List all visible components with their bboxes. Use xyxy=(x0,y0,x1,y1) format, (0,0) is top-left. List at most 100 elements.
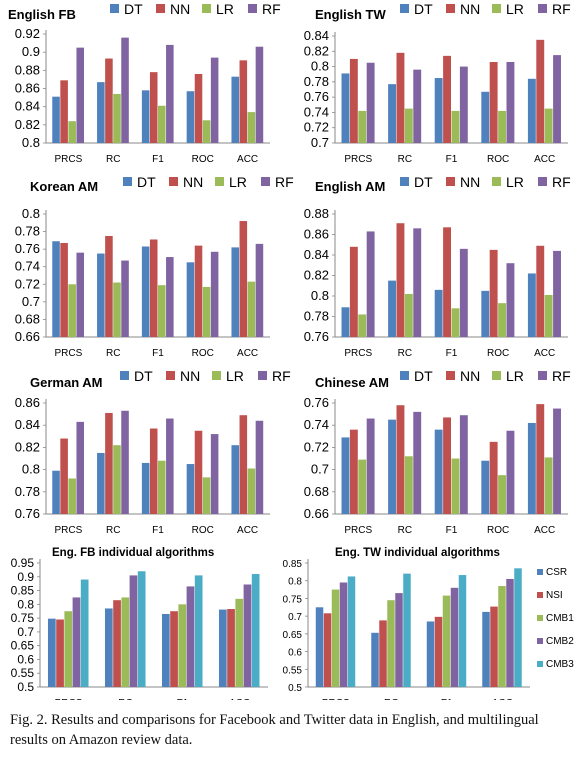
bar-nn xyxy=(194,430,203,514)
y-tick-label: 0.86 xyxy=(15,395,40,410)
y-tick-label: 0.8 xyxy=(311,59,329,74)
chart-5: German AM 0.76 0.78 0.8 0.82 0.84 0.86 PRCS RC F1… xyxy=(15,368,291,536)
bar-rf xyxy=(121,410,129,514)
x-tick-label: PRCS xyxy=(55,154,83,165)
chart-title: English TW xyxy=(315,7,387,22)
y-tick-label: 0.76 xyxy=(304,395,329,410)
bar-dt xyxy=(388,84,397,143)
y-tick-label: 0.6 xyxy=(288,648,302,659)
legend-label: NN xyxy=(180,368,200,384)
legend-label: RF xyxy=(552,1,571,17)
legend-label: RF xyxy=(552,174,571,190)
bar-cmb3 xyxy=(347,576,356,687)
legend-swatch xyxy=(212,371,221,380)
legend-label: LR xyxy=(216,1,234,17)
bar-cmb2 xyxy=(395,593,403,687)
bar-rf xyxy=(459,415,468,514)
x-tick-label: RC xyxy=(118,698,132,700)
bar-rf xyxy=(413,69,422,143)
legend-label: LR xyxy=(506,174,524,190)
x-tick-label: F1 xyxy=(152,348,164,359)
legend-swatch xyxy=(537,592,543,598)
bar-series-4 xyxy=(243,584,252,687)
bar-nn xyxy=(149,72,158,143)
x-tick-label: PRCS xyxy=(344,348,372,359)
bar-series-4 xyxy=(129,575,138,687)
bar-rf xyxy=(121,260,129,337)
bar-rf xyxy=(459,248,468,337)
x-tick-label: ACC xyxy=(534,348,555,359)
bar-dt xyxy=(341,73,350,143)
x-tick-label: PRCS xyxy=(322,698,350,700)
legend-swatch xyxy=(400,371,409,380)
x-tick-label: PRCS xyxy=(344,525,372,536)
bar-rf xyxy=(166,257,174,337)
legend-label: RF xyxy=(552,368,571,384)
bar-lr xyxy=(202,286,211,337)
bar-nn xyxy=(239,221,248,337)
legend-swatch xyxy=(123,177,132,186)
y-tick-label: 0.86 xyxy=(15,81,40,96)
bar-lr xyxy=(404,293,413,337)
x-tick-label: ROC xyxy=(192,348,214,359)
bar-cmb1 xyxy=(442,595,451,687)
x-tick-label: ROC xyxy=(487,525,509,536)
y-tick-label: 0.82 xyxy=(304,43,329,58)
x-tick-label: PRCS xyxy=(55,525,83,536)
bar-nn xyxy=(536,39,545,143)
chart-2: English TW 0.70.720.740.760.780.80.820.84… xyxy=(304,1,571,165)
chart-title: Eng. TW individual algorithms xyxy=(335,547,500,559)
bar-rf xyxy=(553,250,561,337)
bar-dt xyxy=(388,280,397,337)
bar-dt xyxy=(52,241,60,337)
x-tick-label: F1 xyxy=(152,154,164,165)
x-tick-label: PRCS xyxy=(55,348,83,359)
bar-rf xyxy=(413,228,422,337)
y-tick-label: 0.76 xyxy=(15,241,40,256)
y-tick-label: 0.85 xyxy=(11,584,35,598)
y-tick-label: 0.8 xyxy=(22,206,40,221)
bar-lr xyxy=(113,93,121,143)
y-tick-label: 0.84 xyxy=(304,28,329,43)
figure-caption: Fig. 2. Results and comparisons for Face… xyxy=(10,712,539,748)
bar-series-5 xyxy=(137,571,146,687)
legend-label: NN xyxy=(460,368,480,384)
bar-dt xyxy=(186,464,195,514)
bar-rf xyxy=(166,418,174,514)
bar-dt xyxy=(141,90,150,143)
bar-nn xyxy=(194,245,203,337)
x-tick-label: F1 xyxy=(446,348,458,359)
bar-dt xyxy=(434,289,443,337)
bar-rf xyxy=(210,434,219,514)
legend-label: DT xyxy=(414,368,433,384)
bar-lr xyxy=(404,456,413,514)
bar-dt xyxy=(141,462,150,514)
bar-lr xyxy=(498,303,506,337)
bar-cmb1 xyxy=(387,600,395,687)
y-tick-label: 0.78 xyxy=(304,309,329,324)
bar-series-4 xyxy=(186,586,195,687)
bar-lr xyxy=(498,475,506,514)
bar-lr xyxy=(68,284,76,337)
bar-lr xyxy=(158,105,166,143)
bar-series-3 xyxy=(235,598,244,687)
bar-dt xyxy=(186,91,195,143)
bar-nn xyxy=(349,246,358,337)
y-tick-label: 0.85 xyxy=(283,559,303,570)
bar-dt xyxy=(434,78,443,143)
bar-dt xyxy=(434,429,443,514)
chart-4: English AM 0.76 0.78 0.8 0.82 0.84 0.86 0.88 PRC… xyxy=(304,174,571,359)
bar-rf xyxy=(210,251,219,337)
bar-nn xyxy=(396,52,405,144)
chart-title: Chinese AM xyxy=(315,375,389,390)
bar-rf xyxy=(76,421,85,514)
y-tick-label: 0.78 xyxy=(15,224,40,239)
bar-cmb1 xyxy=(498,586,506,687)
bar-dt xyxy=(388,419,397,514)
y-tick-label: 0.68 xyxy=(15,311,40,326)
legend-swatch xyxy=(261,177,270,186)
y-tick-label: 0.76 xyxy=(15,506,40,521)
y-tick-label: 0.75 xyxy=(283,594,303,605)
y-tick-label: 0.55 xyxy=(11,666,35,680)
y-tick-label: 0.8 xyxy=(288,577,302,588)
